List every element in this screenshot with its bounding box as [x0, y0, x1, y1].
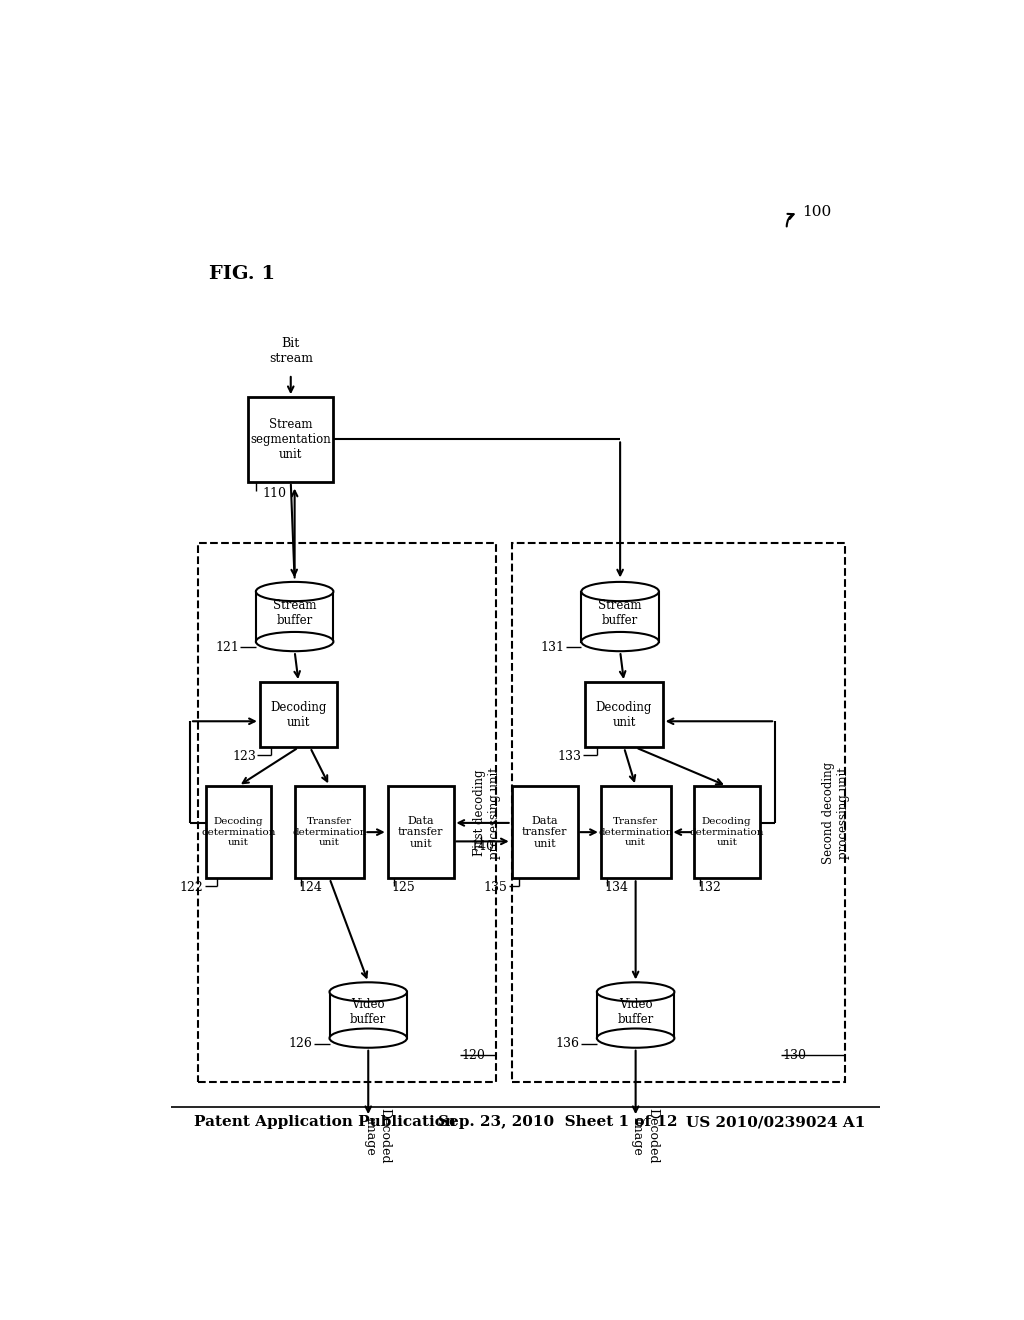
Text: 125: 125	[391, 880, 416, 894]
Text: Decoding
unit: Decoding unit	[596, 701, 652, 729]
Text: Decoding
determination
unit: Decoding determination unit	[201, 817, 275, 847]
Bar	[260, 682, 337, 747]
Text: First decoding
processing unit: First decoding processing unit	[473, 767, 501, 859]
Bar	[512, 785, 578, 878]
Bar	[693, 785, 760, 878]
Text: Transfer
determination
unit: Transfer determination unit	[598, 817, 673, 847]
Text: Video
buffer: Video buffer	[617, 998, 653, 1026]
Text: FIG. 1: FIG. 1	[209, 265, 275, 282]
Bar	[586, 682, 663, 747]
Bar	[198, 544, 496, 1082]
Text: 140: 140	[471, 840, 495, 853]
Text: Bit
stream: Bit stream	[268, 337, 312, 364]
Text: 110: 110	[262, 487, 286, 500]
Text: Stream
buffer: Stream buffer	[598, 599, 642, 627]
Bar	[295, 785, 365, 878]
Text: Stream
buffer: Stream buffer	[272, 599, 316, 627]
Ellipse shape	[597, 1028, 675, 1048]
Text: 132: 132	[697, 880, 722, 894]
Text: 120: 120	[461, 1049, 485, 1063]
Bar	[597, 991, 675, 1038]
Text: Transfer
determination
unit: Transfer determination unit	[292, 817, 367, 847]
Text: 130: 130	[783, 1049, 807, 1063]
Text: Second decoding
processing unit: Second decoding processing unit	[821, 762, 850, 865]
Text: 135: 135	[484, 880, 508, 894]
Text: 133: 133	[557, 750, 582, 763]
Text: Decoding
unit: Decoding unit	[270, 701, 327, 729]
Text: 136: 136	[556, 1038, 580, 1051]
Text: 131: 131	[541, 640, 564, 653]
Text: 134: 134	[604, 880, 629, 894]
Text: Stream
segmentation
unit: Stream segmentation unit	[251, 418, 331, 461]
Bar	[601, 785, 671, 878]
Bar	[248, 397, 334, 482]
Ellipse shape	[256, 632, 334, 651]
Text: US 2010/0239024 A1: US 2010/0239024 A1	[686, 1115, 865, 1130]
Ellipse shape	[330, 1028, 407, 1048]
Bar	[512, 544, 845, 1082]
Ellipse shape	[582, 632, 658, 651]
Bar	[256, 591, 334, 642]
Bar	[388, 785, 454, 878]
Text: 124: 124	[299, 880, 323, 894]
Text: Patent Application Publication: Patent Application Publication	[194, 1115, 456, 1130]
Text: Decoded
image: Decoded image	[631, 1109, 658, 1164]
Text: Data
transfer
unit: Data transfer unit	[522, 816, 567, 849]
Text: 123: 123	[232, 750, 256, 763]
Ellipse shape	[330, 982, 407, 1002]
Bar	[206, 785, 271, 878]
Text: 100: 100	[802, 206, 831, 219]
Ellipse shape	[597, 982, 675, 1002]
Ellipse shape	[256, 582, 334, 601]
Text: 121: 121	[215, 640, 239, 653]
Text: 122: 122	[179, 880, 203, 894]
Text: Sep. 23, 2010  Sheet 1 of 12: Sep. 23, 2010 Sheet 1 of 12	[438, 1115, 678, 1130]
Text: Video
buffer: Video buffer	[350, 998, 386, 1026]
Text: Decoding
determination
unit: Decoding determination unit	[689, 817, 764, 847]
Ellipse shape	[582, 582, 658, 601]
Text: Data
transfer
unit: Data transfer unit	[397, 816, 443, 849]
Text: 126: 126	[289, 1038, 312, 1051]
Bar	[330, 991, 407, 1038]
Bar	[582, 591, 658, 642]
Text: Decoded
image: Decoded image	[364, 1109, 391, 1164]
